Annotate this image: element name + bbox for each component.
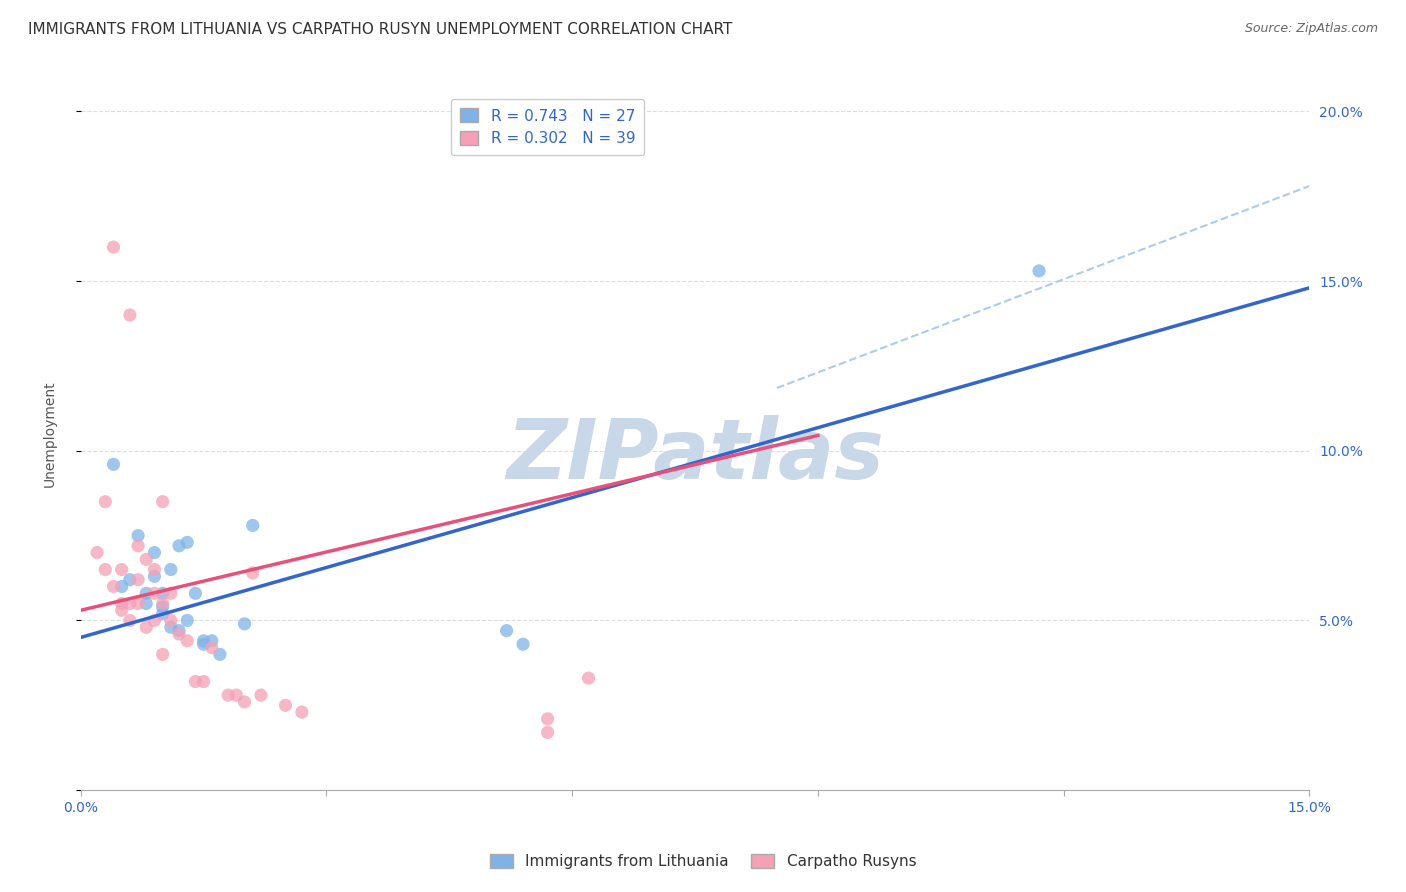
Point: [193, 633, 215, 648]
Point: [118, 573, 141, 587]
Point: [201, 640, 224, 655]
Point: [152, 586, 174, 600]
Point: [536, 725, 558, 739]
Point: [152, 494, 174, 508]
Point: [217, 688, 239, 702]
Point: [578, 671, 600, 685]
Legend: R = 0.743   N = 27, R = 0.302   N = 39: R = 0.743 N = 27, R = 0.302 N = 39: [451, 99, 644, 155]
Point: [159, 586, 181, 600]
Point: [152, 597, 174, 611]
Point: [512, 637, 534, 651]
Point: [225, 688, 247, 702]
Text: IMMIGRANTS FROM LITHUANIA VS CARPATHO RUSYN UNEMPLOYMENT CORRELATION CHART: IMMIGRANTS FROM LITHUANIA VS CARPATHO RU…: [28, 22, 733, 37]
Point: [495, 624, 517, 638]
Point: [152, 607, 174, 621]
Point: [176, 614, 198, 628]
Point: [242, 518, 264, 533]
Point: [167, 627, 190, 641]
Text: Source: ZipAtlas.com: Source: ZipAtlas.com: [1244, 22, 1378, 36]
Point: [94, 494, 117, 508]
Point: [135, 597, 157, 611]
Point: [159, 614, 181, 628]
Point: [94, 563, 117, 577]
Point: [135, 552, 157, 566]
Point: [111, 597, 134, 611]
Point: [127, 573, 149, 587]
Point: [176, 633, 198, 648]
Point: [103, 458, 125, 472]
Point: [193, 674, 215, 689]
Point: [143, 586, 166, 600]
Y-axis label: Unemployment: Unemployment: [44, 381, 58, 487]
Point: [152, 599, 174, 614]
Point: [201, 633, 224, 648]
Point: [208, 648, 231, 662]
Point: [135, 620, 157, 634]
Point: [242, 566, 264, 580]
Point: [536, 712, 558, 726]
Point: [86, 545, 108, 559]
Point: [103, 580, 125, 594]
Point: [184, 674, 207, 689]
Point: [118, 597, 141, 611]
Point: [127, 528, 149, 542]
Point: [159, 563, 181, 577]
Point: [233, 616, 256, 631]
Text: ZIPatlas: ZIPatlas: [506, 415, 884, 496]
Point: [167, 539, 190, 553]
Point: [143, 569, 166, 583]
Point: [135, 586, 157, 600]
Legend: Immigrants from Lithuania, Carpatho Rusyns: Immigrants from Lithuania, Carpatho Rusy…: [484, 848, 922, 875]
Point: [291, 705, 314, 719]
Point: [143, 545, 166, 559]
Point: [176, 535, 198, 549]
Point: [152, 648, 174, 662]
Point: [111, 563, 134, 577]
Point: [143, 563, 166, 577]
Point: [127, 597, 149, 611]
Point: [1028, 264, 1050, 278]
Point: [159, 620, 181, 634]
Point: [274, 698, 297, 713]
Point: [250, 688, 273, 702]
Point: [233, 695, 256, 709]
Point: [193, 637, 215, 651]
Point: [118, 308, 141, 322]
Point: [167, 624, 190, 638]
Point: [111, 580, 134, 594]
Point: [143, 614, 166, 628]
Point: [184, 586, 207, 600]
Point: [103, 240, 125, 254]
Point: [111, 603, 134, 617]
Point: [118, 614, 141, 628]
Point: [127, 539, 149, 553]
